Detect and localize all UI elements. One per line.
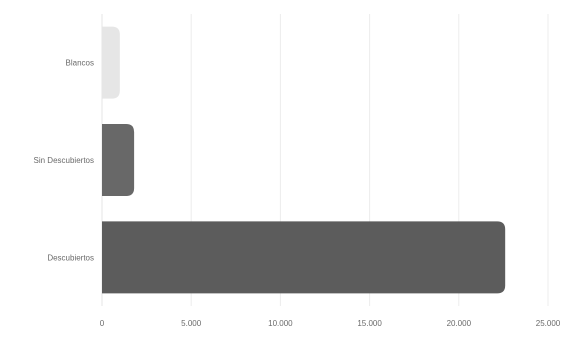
category-label: Blancos bbox=[66, 59, 94, 68]
x-tick-label: 0 bbox=[100, 319, 105, 328]
x-tick-label: 20.000 bbox=[447, 319, 472, 328]
bar bbox=[102, 221, 506, 294]
x-tick-label: 15.000 bbox=[357, 319, 382, 328]
bar bbox=[102, 26, 120, 99]
bars bbox=[102, 26, 506, 294]
bar bbox=[102, 124, 135, 196]
x-axis-ticks: 0 5.000 10.000 15.000 20.000 25.000 bbox=[100, 319, 561, 328]
x-tick-label: 25.000 bbox=[536, 319, 561, 328]
category-labels: Blancos Sin Descubiertos Descubiertos bbox=[34, 59, 94, 263]
category-label: Sin Descubiertos bbox=[34, 156, 94, 165]
category-label: Descubiertos bbox=[47, 253, 94, 262]
x-tick-label: 10.000 bbox=[268, 319, 293, 328]
x-tick-label: 5.000 bbox=[181, 319, 202, 328]
